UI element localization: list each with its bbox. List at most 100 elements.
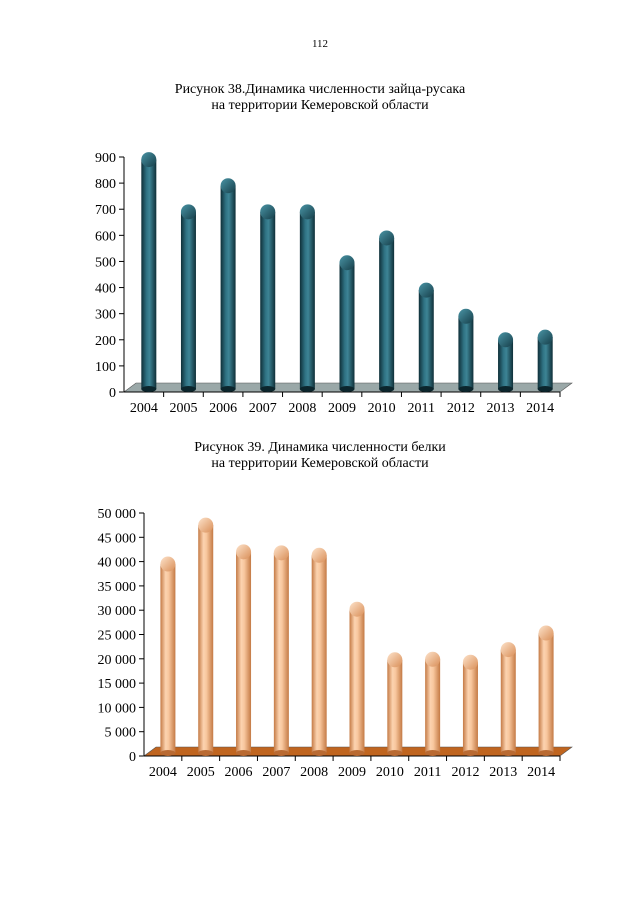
bar-base [273,750,289,756]
bar [458,308,474,392]
hare-population-chart: 0 100 200 300 400 500 600 700 800 900 2004 2005 2006… [95,151,573,416]
x-tick-label: 2009 [328,401,356,416]
bar [260,204,276,392]
bar-cap [141,152,157,168]
bar-cap [458,308,474,324]
bar-base [180,386,196,392]
bar-body [339,262,355,389]
bar-body [379,237,395,389]
bar-cap [311,547,327,563]
bar-base [260,386,276,392]
bar-cap [236,544,252,560]
bar-base [198,750,214,756]
x-tick-label: 2010 [368,401,396,416]
bar [299,204,315,392]
bar [198,517,214,756]
bar-body [537,337,553,389]
y-tick-label: 45 000 [98,531,137,546]
bar-base [425,750,441,756]
bar [236,544,252,756]
bar-cap [418,282,434,298]
bar-body [220,185,236,389]
bar-base [141,386,157,392]
bar [160,556,176,756]
chart-title-squirrel: Рисунок 39. Динамика численности белки н… [0,440,640,472]
bar [311,547,327,756]
x-tick-label: 2013 [487,401,515,416]
bar [537,329,553,392]
bar [538,625,554,756]
bar-base [236,750,252,756]
bar-base [500,750,516,756]
bar [180,204,196,392]
bar-cap [260,204,276,220]
x-tick-label: 2011 [408,401,435,416]
bar-cap [500,642,516,658]
bar-base [537,386,553,392]
bar-cap [537,329,553,345]
bar-base [379,386,395,392]
y-tick-label: 40 000 [98,556,137,571]
x-tick-label: 2011 [414,765,441,780]
bar-cap [498,332,514,348]
y-tick-label: 500 [95,255,116,270]
bar-body [387,659,403,753]
bar-cap [220,178,236,194]
chart-title-line: Рисунок 38.Динамика численности зайца-ру… [174,82,466,97]
bar [141,152,157,392]
y-tick-label: 300 [95,308,116,323]
bar-body [299,211,315,389]
y-tick-label: 800 [95,177,116,192]
x-tick-label: 2006 [209,401,237,416]
bar-cap [379,230,395,246]
x-tick-label: 2005 [169,401,197,416]
bar [379,230,395,392]
y-tick-label: 10 000 [98,701,137,716]
y-tick-label: 200 [95,334,116,349]
bar-base [498,386,514,392]
bar-body [236,551,252,753]
page-number: 112 [311,38,329,50]
y-tick-label: 0 [129,750,136,765]
y-tick-label: 5 000 [105,726,137,741]
bar [273,545,289,756]
bar-body [425,659,441,753]
bar-base [458,386,474,392]
bar-cap [387,652,403,668]
bar-body [260,211,276,389]
y-tick-label: 50 000 [98,507,137,522]
x-tick-label: 2007 [249,401,277,416]
bar-body [500,649,516,753]
bar-base [349,750,365,756]
y-tick-label: 400 [95,282,116,297]
bar-body [198,525,214,753]
bar-body [311,555,327,753]
bar-base [220,386,236,392]
bar-base [418,386,434,392]
bar-body [498,339,514,389]
bar-cap [425,651,441,667]
x-tick-label: 2014 [527,765,555,780]
bar-body [418,290,434,389]
x-tick-label: 2004 [149,765,177,780]
bar [418,282,434,392]
bar-body [180,211,196,389]
bar [387,652,403,756]
y-tick-label: 30 000 [98,604,137,619]
bar [498,332,514,392]
x-tick-label: 2012 [451,765,479,780]
y-tick-label: 35 000 [98,580,137,595]
bar-cap [198,517,214,533]
x-tick-label: 2009 [338,765,366,780]
bar-body [462,662,478,753]
bar-base [538,750,554,756]
bar-body [538,633,554,753]
bar-cap [273,545,289,561]
x-tick-label: 2006 [225,765,253,780]
y-tick-label: 25 000 [98,629,137,644]
bar-cap [299,204,315,220]
y-tick-label: 0 [109,386,116,401]
bar-base [299,386,315,392]
bar [339,255,355,392]
bar [500,642,516,756]
